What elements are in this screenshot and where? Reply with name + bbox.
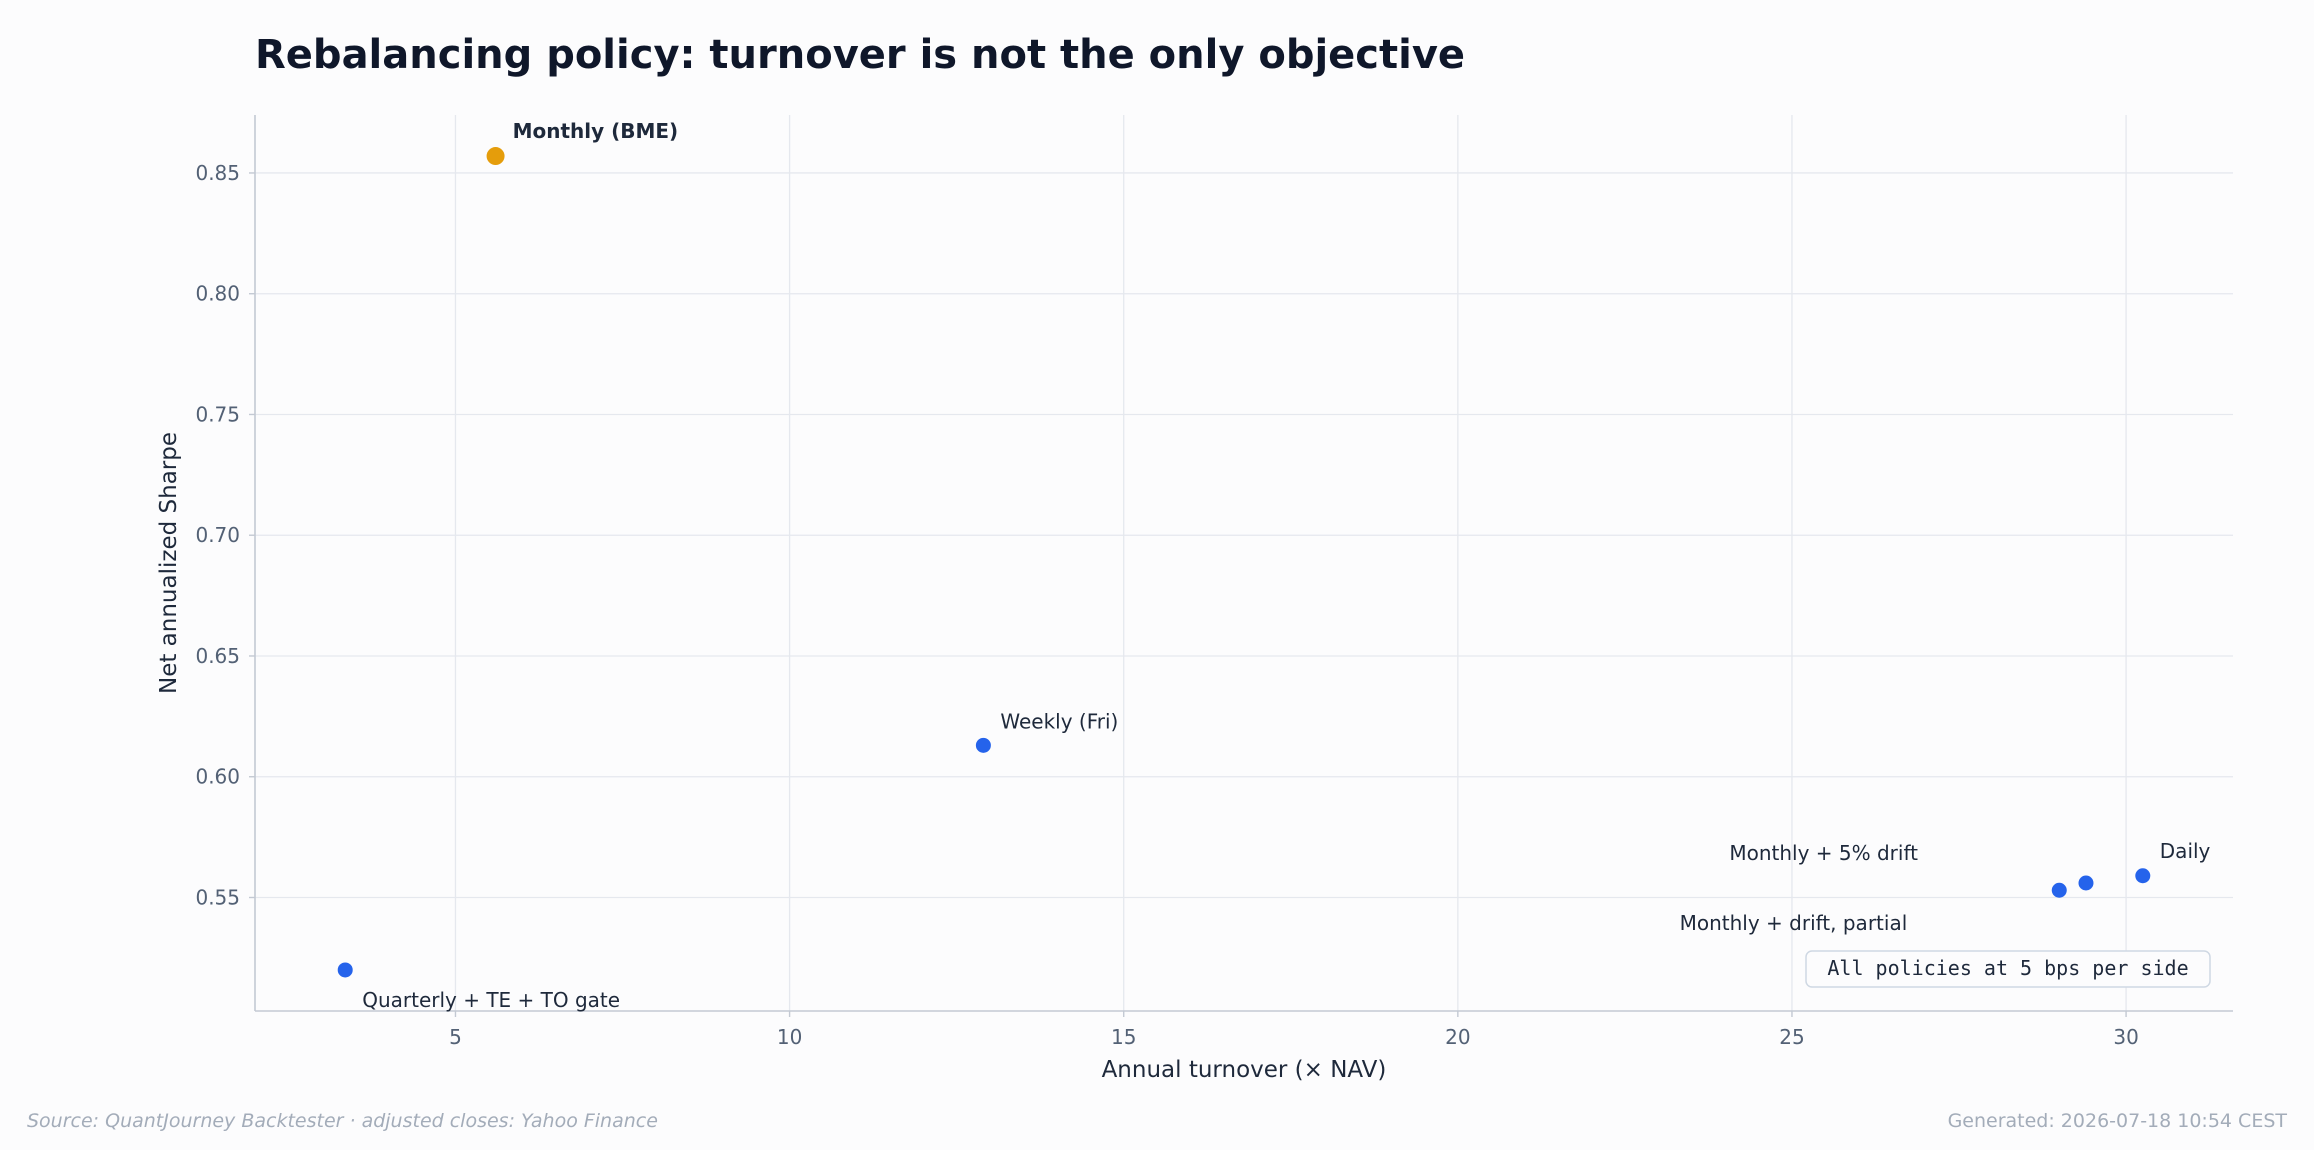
point-label: Monthly + 5% drift	[1729, 841, 1918, 865]
y-tick-label: 0.85	[195, 161, 240, 185]
x-tick-label: 10	[777, 1025, 802, 1049]
x-tick-label: 5	[449, 1025, 462, 1049]
x-tick-label: 25	[1779, 1025, 1804, 1049]
data-point	[975, 737, 991, 753]
y-tick-label: 0.75	[195, 402, 240, 426]
point-label: Monthly (BME)	[513, 119, 679, 143]
point-label: Weekly (Fri)	[1000, 709, 1118, 733]
annotation-box	[1805, 950, 2211, 988]
x-tick-label: 30	[2113, 1025, 2138, 1049]
point-label: Daily	[2160, 839, 2211, 863]
data-point	[486, 147, 505, 166]
annotation-text: All policies at 5 bps per side	[1827, 956, 2188, 980]
y-tick-label: 0.60	[195, 765, 240, 789]
generated-timestamp: Generated: 2026-07-18 10:54 CEST	[1947, 1110, 2287, 1132]
chart-title: Rebalancing policy: turnover is not the …	[255, 32, 1466, 78]
data-point	[2051, 882, 2067, 898]
y-axis-title: Net annualized Sharpe	[156, 432, 182, 694]
x-tick-label: 15	[1111, 1025, 1136, 1049]
y-tick-label: 0.55	[195, 885, 240, 909]
data-point	[2078, 875, 2094, 891]
y-tick-label: 0.65	[195, 644, 240, 668]
y-tick-label: 0.80	[195, 282, 240, 306]
x-tick-label: 20	[1445, 1025, 1470, 1049]
data-point	[337, 962, 353, 978]
point-label: Monthly + drift, partial	[1680, 911, 1908, 935]
y-tick-label: 0.70	[195, 523, 240, 547]
source-note: Source: QuantJourney Backtester · adjust…	[27, 1110, 658, 1132]
data-point	[2135, 868, 2151, 884]
x-axis-title: Annual turnover (× NAV)	[1102, 1057, 1387, 1083]
point-label: Quarterly + TE + TO gate	[362, 988, 620, 1012]
